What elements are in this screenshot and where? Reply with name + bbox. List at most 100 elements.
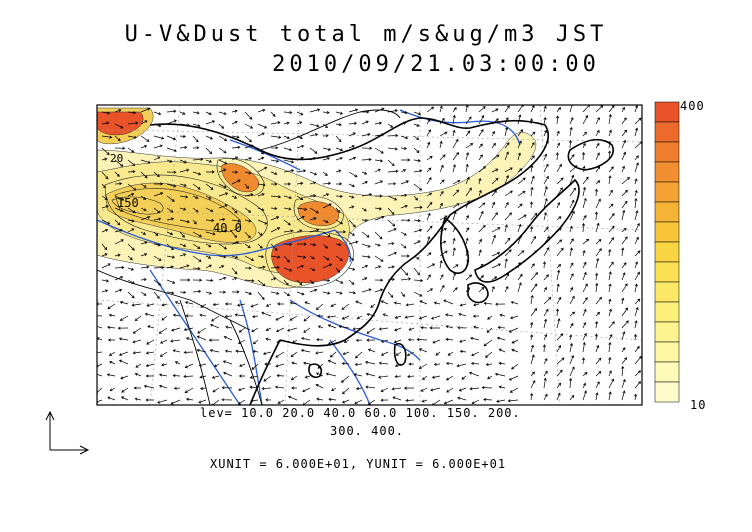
wind-arrow [634,306,639,317]
wind-arrow [400,218,411,222]
wind-arrow [218,192,229,197]
wind-arrow [621,320,629,329]
wind-arrow [491,118,499,125]
wind-arrow [304,301,311,305]
wind-arrow [568,139,573,149]
wind-arrow [205,218,215,223]
wind-arrow [401,158,411,162]
wind-arrow [443,399,454,405]
colorbar [654,101,680,403]
wind-arrow [487,375,493,380]
wind-arrow [192,266,201,271]
wind-arrow [621,357,628,365]
wind-arrow [634,189,638,197]
wind-arrow [289,301,298,305]
wind-arrow [393,339,402,344]
wind-arrow [179,253,187,257]
wind-arrow [140,291,147,296]
wind-arrow [582,341,586,353]
wind-arrow [140,107,151,113]
dust-hotspot-center [298,201,340,226]
wind-arrow [530,105,535,113]
wind-arrow [238,387,246,392]
wind-arrow [496,399,506,403]
wind-arrow [185,314,194,318]
wind-arrow [270,243,278,251]
wind-arrow [608,391,612,401]
wind-arrow [114,239,124,245]
dust-hotspot-south [271,235,349,284]
wind-arrow [211,375,220,379]
wind-arrow [380,398,389,402]
wind-arrow [250,399,259,403]
wind-arrow [153,144,163,149]
wind-arrow [158,327,168,334]
wind-arrow [387,109,398,113]
wind-arrow [608,261,614,269]
wind-arrow [101,147,110,156]
wind-arrow [261,311,272,317]
wind-arrow [556,227,562,233]
wind-arrow [433,362,441,366]
wind-arrow [309,133,319,137]
wind-arrow [408,362,415,366]
wind-arrow [446,387,454,393]
wind-arrow [361,277,368,281]
wind-arrow [418,315,428,320]
wind-arrow [478,177,482,185]
wind-arrow [101,195,108,200]
wind-arrow [276,327,285,333]
wind-arrow [325,372,337,377]
wind-arrow [426,236,431,245]
wind-arrow [296,255,307,259]
wind-arrow [634,141,642,149]
wind-arrow [400,243,407,249]
wind-arrow [361,171,368,175]
wind-arrow [296,121,303,125]
wind-arrow [361,157,372,162]
wind-arrow [569,366,575,377]
wind-arrow [183,350,194,354]
wind-arrow [134,397,142,401]
wind-arrow [452,189,460,197]
wind-arrow [543,212,547,221]
wind-arrow [456,363,467,368]
wind-arrow [284,182,291,186]
wind-arrow [511,339,519,344]
wind-arrow [322,110,330,115]
wind-arrow [400,204,408,209]
wind-arrow [413,219,421,223]
wind-arrow [504,142,510,149]
wind-arrow [179,134,186,139]
colorbar-swatch [654,361,680,383]
wind-arrow [238,339,246,344]
wind-arrow [159,339,168,344]
wind-arrow [543,333,548,341]
wind-arrow [218,168,227,173]
wind-arrow [348,205,355,209]
wind-arrow [569,342,573,353]
japan-kyushu [467,282,489,304]
wind-arrow [198,399,207,404]
wind-arrow [484,351,493,358]
contour-line [104,174,268,245]
wind-arrow [487,315,493,320]
wind-arrow [621,117,627,125]
wind-arrow [517,203,523,209]
wind-arrow [170,399,181,405]
wind-arrow [114,146,126,150]
wind-arrow [530,321,534,329]
wind-arrow [263,375,272,382]
wind-arrow [483,339,493,347]
wind-arrow [335,230,347,234]
wind-arrow [582,238,590,245]
wind-arrow [114,207,124,213]
wind-arrow [400,146,408,151]
wind-arrow [107,396,116,401]
wind-arrow [621,365,625,377]
wind-arrow [594,211,599,221]
wind-arrow [582,105,591,113]
wind-arrow [569,154,575,161]
wind-arrow [517,168,523,173]
